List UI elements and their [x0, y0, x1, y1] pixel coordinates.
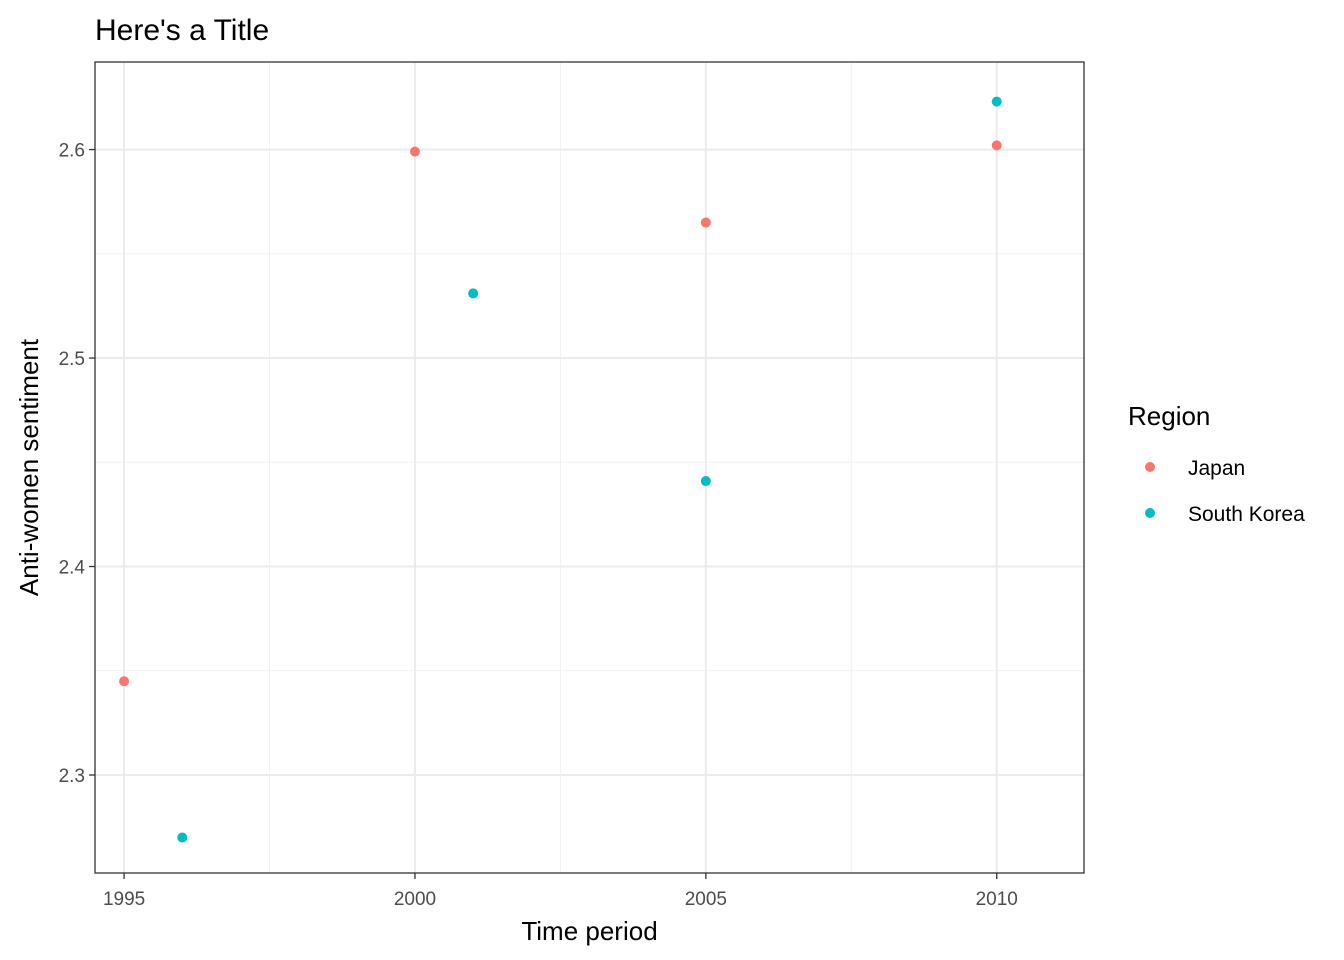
y-axis-label: Anti-women sentiment: [14, 338, 44, 596]
data-point-japan: [700, 217, 711, 228]
legend: Region Japan South Korea: [1128, 401, 1305, 526]
y-tick-label: 2.4: [59, 558, 86, 579]
plot-border: [94, 61, 1085, 874]
data-point-south-korea: [700, 476, 711, 487]
legend-key-south-korea: [1145, 508, 1155, 518]
data-point-south-korea: [991, 96, 1002, 107]
y-tick-label: 2.3: [59, 766, 85, 787]
chart-title: Here's a Title: [95, 14, 269, 47]
x-tick-label: 2005: [685, 889, 727, 910]
data-point-japan: [409, 146, 420, 157]
x-axis: 1995 2000 2005 2010: [103, 873, 1018, 910]
y-tick-label: 2.5: [59, 349, 85, 370]
data-point-japan: [119, 676, 130, 687]
y-axis: 2.3 2.4 2.5 2.6: [59, 141, 95, 787]
legend-key-japan: [1145, 462, 1155, 472]
data-point-south-korea: [468, 288, 479, 299]
data-point-japan: [991, 140, 1002, 151]
data-points: [119, 96, 1002, 843]
legend-title: Region: [1128, 401, 1210, 431]
legend-label-japan: Japan: [1188, 457, 1245, 480]
minor-gridlines: [95, 62, 1084, 873]
x-axis-label: Time period: [521, 916, 657, 946]
data-point-south-korea: [177, 832, 188, 843]
x-tick-label: 2000: [394, 889, 436, 910]
x-tick-label: 1995: [103, 889, 145, 910]
y-tick-label: 2.6: [59, 141, 85, 162]
major-gridlines: [95, 62, 1084, 873]
x-tick-label: 2010: [976, 889, 1018, 910]
legend-label-south-korea: South Korea: [1188, 503, 1305, 526]
plot-panel: [95, 62, 1084, 873]
